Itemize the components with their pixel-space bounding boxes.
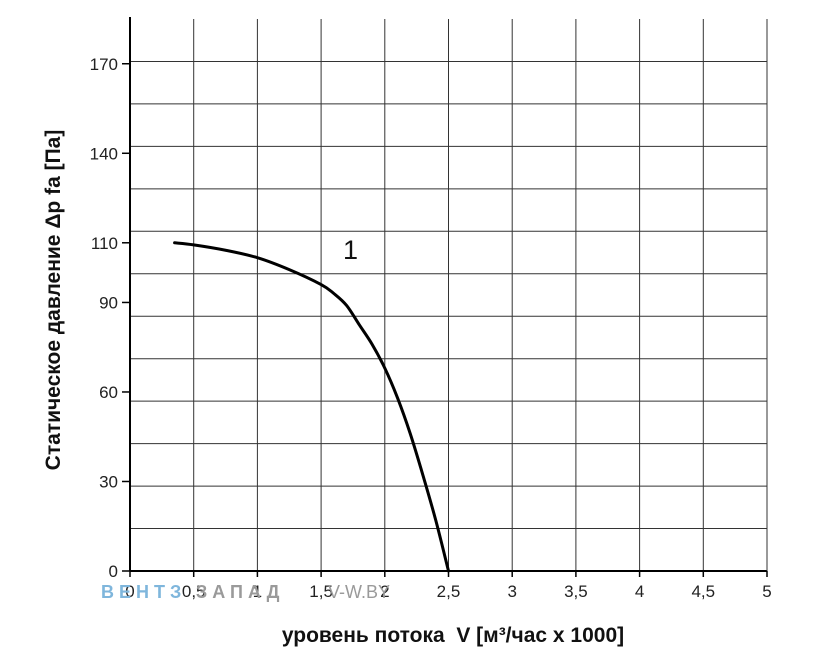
y-tick-label: 170 (90, 55, 118, 74)
x-tick-label: 0 (125, 582, 134, 601)
y-tick-label: 0 (109, 562, 118, 581)
chart-grid (130, 19, 767, 571)
watermark: ВЕНТЗ ЗАПАД V-W.BY (101, 582, 390, 602)
x-tick-label: 1,5 (309, 582, 333, 601)
x-tick-label: 4 (635, 582, 644, 601)
watermark-part-2: ЗАПАД (196, 582, 284, 602)
curve-label: 1 (343, 235, 358, 265)
x-tick-label: 0,5 (182, 582, 206, 601)
y-tick-label: 30 (99, 472, 118, 491)
x-tick-label: 3 (507, 582, 516, 601)
y-axis-title: Статическое давление Δp fa [Па] (42, 130, 65, 471)
y-tick-label: 140 (90, 144, 118, 163)
watermark-part-3: V-W.BY (328, 582, 390, 602)
x-tick-label: 2 (380, 582, 389, 601)
y-tick-label: 60 (99, 383, 118, 402)
x-axis-title: уровень потока V [м³/час x 1000] (282, 624, 624, 647)
y-tick-label: 90 (99, 293, 118, 312)
x-tick-label: 3,5 (564, 582, 588, 601)
y-axis-ticks: 0 30 60 90 110 140 170 (90, 55, 130, 581)
x-tick-label: 2,5 (437, 582, 461, 601)
x-tick-label: 4,5 (691, 582, 715, 601)
y-tick-label: 110 (91, 234, 118, 253)
watermark-part-1: ВЕНТЗ (101, 582, 186, 602)
x-axis-ticks: 0 0,5 1 1,5 2 2,5 3 3,5 4 4,5 5 (125, 571, 772, 601)
x-tick-label: 1 (253, 582, 262, 601)
fan-curve-line (173, 241, 450, 573)
x-tick-label: 5 (762, 582, 771, 601)
